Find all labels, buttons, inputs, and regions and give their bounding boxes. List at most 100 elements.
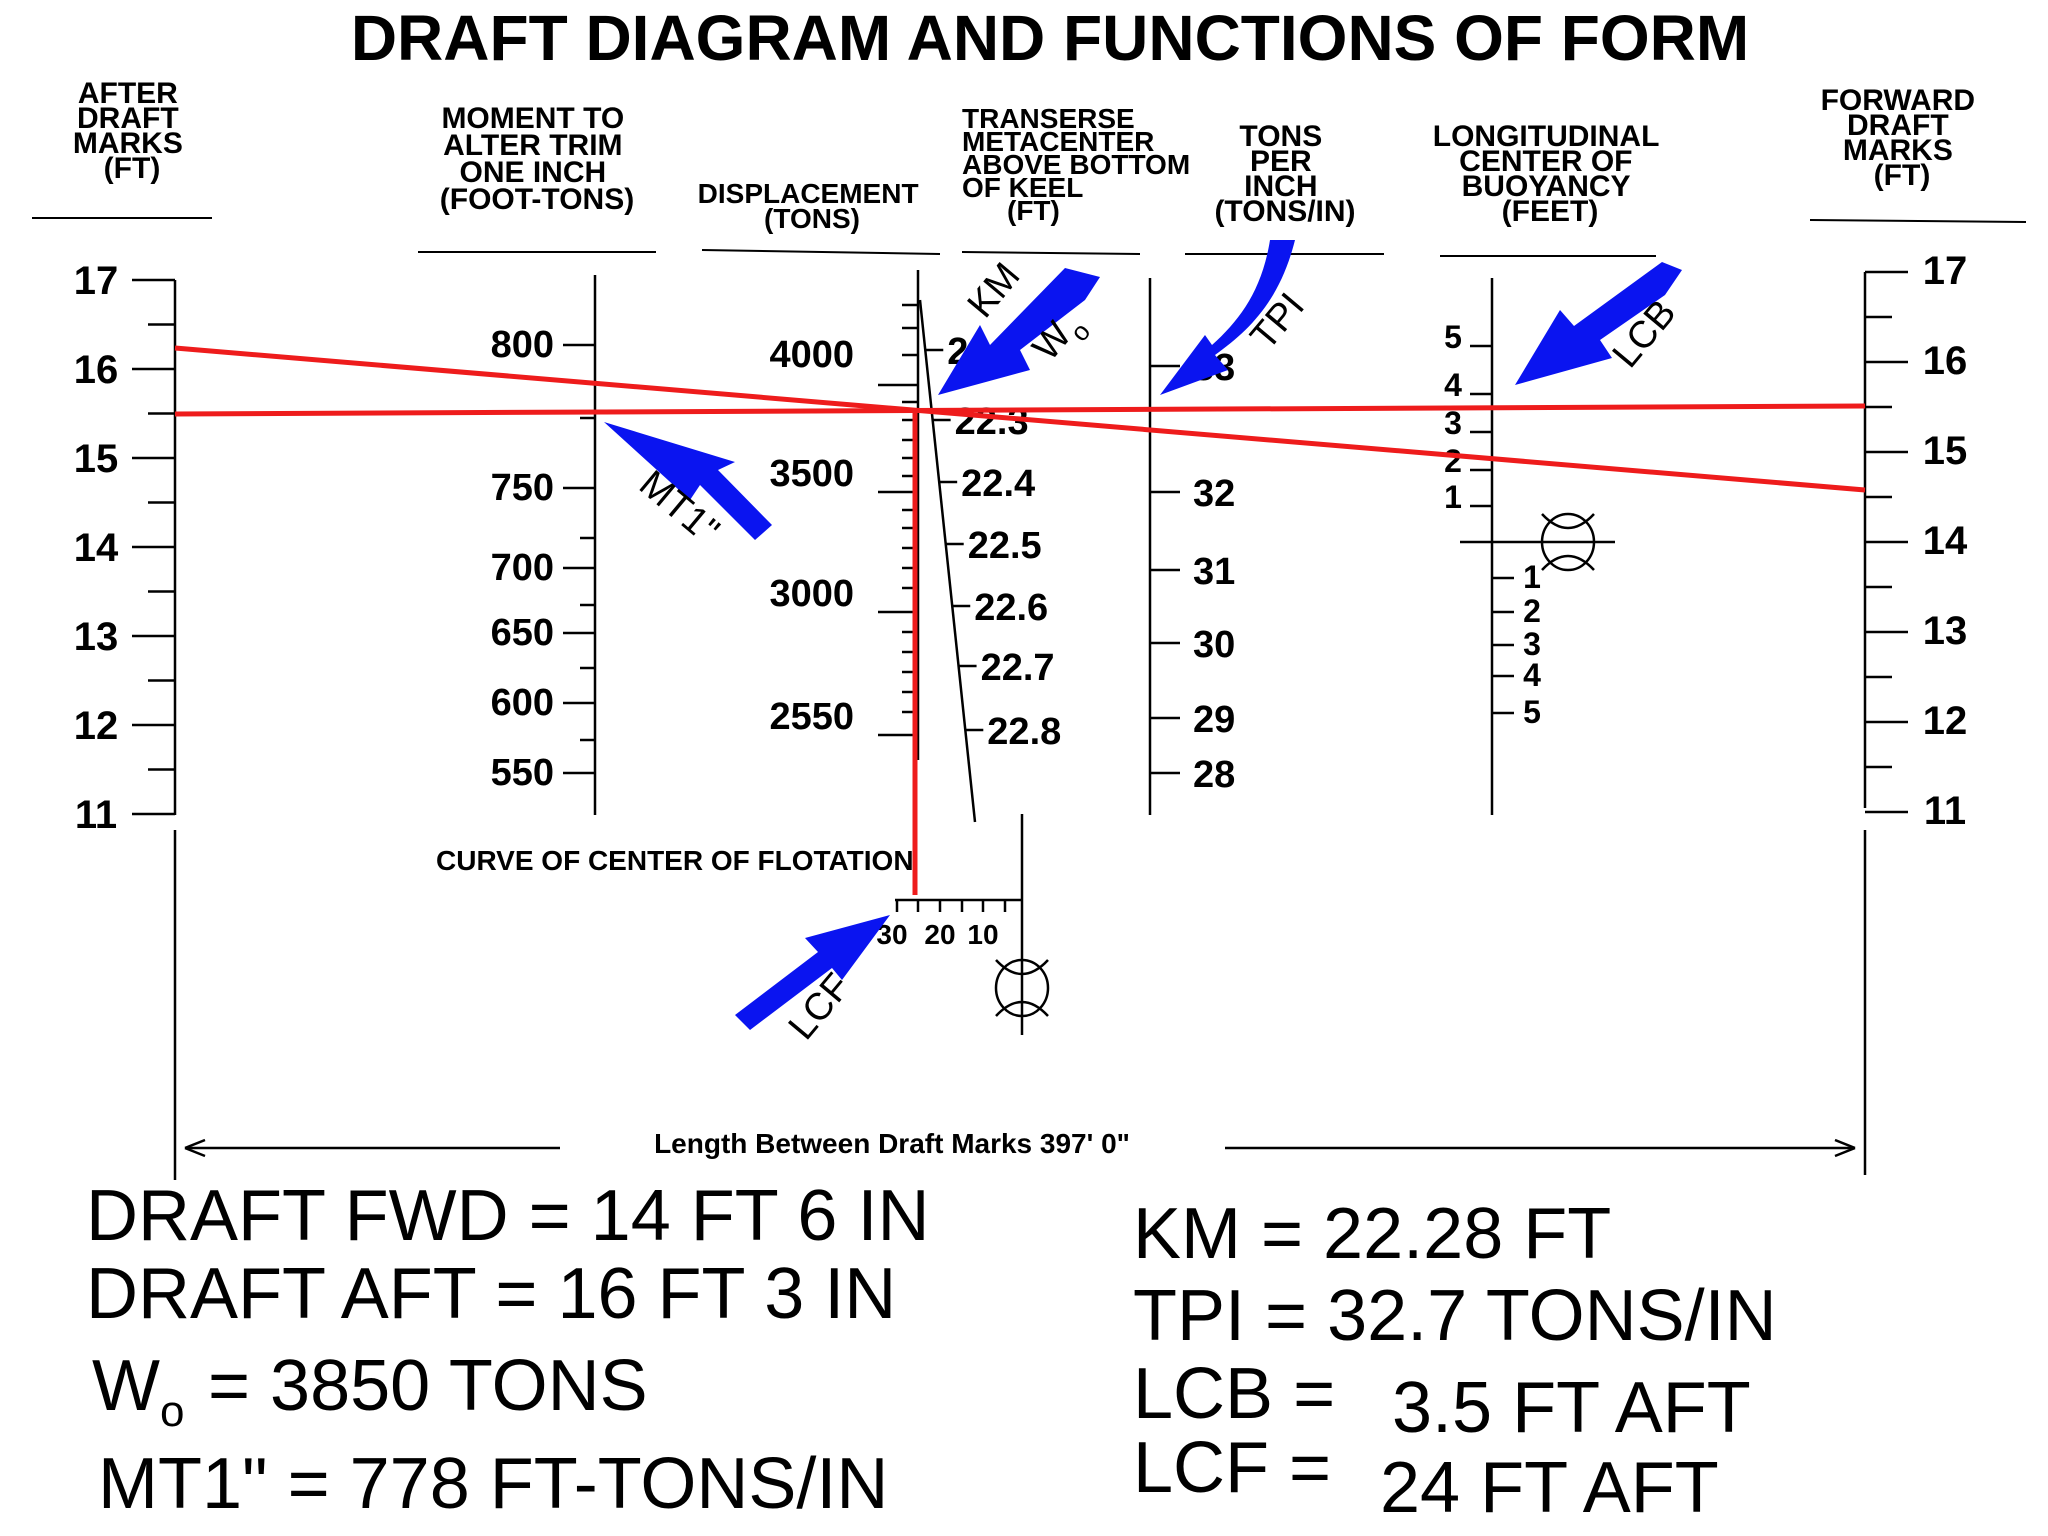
lcf-tick-label: 20 [924, 919, 955, 950]
lcb-fwd-tick-label: 5 [1444, 319, 1462, 355]
tpi-tick-label: 28 [1193, 754, 1235, 796]
mean-draft-reading-line [174, 403, 1866, 417]
header-aft-draft-line: MARKS [73, 127, 183, 160]
mt1-tick-label: 650 [491, 612, 554, 654]
result-wo-sub: o [160, 1387, 184, 1436]
tpi-tick-label: 30 [1193, 624, 1235, 666]
result-lcb-value: 3.5 FT AFT [1392, 1368, 1751, 1448]
header-fwd-draft-line: (FT) [1874, 159, 1931, 192]
km-labels: 22.222.322.422.522.622.722.8 [947, 331, 1061, 753]
aft-draft-tick-label: 12 [74, 704, 119, 748]
mt1-labels: 800 750 700 650 600 550 [491, 324, 554, 794]
result-tpi: TPI = 32.7 TONS/IN [1133, 1276, 1777, 1356]
header-mt1: MOMENT TO ALTER TRIM ONE INCH (FOOT-TONS… [440, 102, 634, 216]
aft-draft-tick-label: 15 [74, 437, 119, 481]
header-km-line: TRANSERSE [962, 103, 1135, 134]
header-km-line: ABOVE BOTTOM [962, 149, 1190, 180]
length-between-draft-marks: Length Between Draft Marks 397' 0" [654, 1128, 1130, 1159]
header-fwd-draft: FORWARD DRAFT MARKS (FT) [1821, 84, 1984, 192]
lcb-aft-tick-label: 1 [1523, 559, 1541, 595]
svg-text:LONGITUDINAL CENTER OF: LONGITUDINAL CENTER OF BUOYANCY (FEET) [1433, 120, 1667, 228]
diagram-title: DRAFT DIAGRAM AND FUNCTIONS OF FORM [351, 2, 1749, 74]
length-dimension [173, 830, 1867, 1180]
svg-text:TONS PER INCH: TONS PER INCH (TONS/IN) [1214, 120, 1355, 228]
header-lcb-line: (FEET) [1502, 195, 1599, 228]
header-aft-draft-line: (FT) [104, 152, 161, 185]
fwd-draft-tick-label: 14 [1923, 519, 1968, 563]
header-lcb: LONGITUDINAL CENTER OF BUOYANCY (FEET) [1433, 120, 1667, 228]
svg-text:TRANSERSE METACENTER: TRANSERSE METACENTER ABOVE BOTTOM OF KEE… [962, 103, 1198, 226]
header-underline [961, 251, 1141, 255]
tpi-labels: 333231302928 [1193, 347, 1235, 796]
header-underlines [32, 217, 2027, 257]
header-lcb-line: BUOYANCY [1462, 170, 1631, 203]
displacement-tick-label: 4000 [769, 334, 854, 376]
header-tpi-line: TONS [1239, 120, 1322, 153]
result-lcf-value: 24 FT AFT [1380, 1448, 1719, 1528]
tpi-tick-label: 31 [1193, 551, 1235, 593]
km-arrow [938, 268, 1100, 395]
mt1-tick-label: 550 [491, 752, 554, 794]
km-tick-label: 22.5 [968, 525, 1042, 567]
lcb-aft-tick-label: 5 [1523, 694, 1541, 730]
km-arrow-label: KM [960, 255, 1029, 326]
svg-text:FORWARD DRAFT MARK: FORWARD DRAFT MARKS (FT) [1821, 84, 1984, 192]
header-km-line: METACENTER [962, 126, 1154, 157]
fwd-draft-tick-label: 12 [1923, 699, 1968, 743]
header-km-line: OF KEEL [962, 172, 1083, 203]
aft-draft-labels: 17 16 15 14 13 12 11 [74, 259, 119, 837]
aft-draft-tick-label: 13 [74, 615, 119, 659]
header-displacement-line: DISPLACEMENT [698, 178, 919, 209]
lcb-aft-tick-label: 2 [1523, 593, 1541, 629]
lcb-arrow [1515, 262, 1682, 385]
aft-draft-tick-label: 16 [74, 348, 119, 392]
lcb-aft-tick-label: 3 [1523, 626, 1541, 662]
result-lcb-label: LCB = [1133, 1354, 1335, 1434]
lcf-arrow [735, 915, 890, 1030]
fwd-draft-tick-label: 15 [1923, 429, 1968, 473]
displacement-tick-label: 2550 [769, 696, 854, 738]
header-lcb-line: LONGITUDINAL [1433, 120, 1659, 153]
header-tpi: TONS PER INCH (TONS/IN) [1214, 120, 1355, 228]
lcf-curve-caption: CURVE OF CENTER OF FLOTATION [436, 845, 914, 876]
header-displacement-line: (TONS) [764, 203, 860, 234]
mt1-tick-label: 750 [491, 467, 554, 509]
scale-axes [132, 270, 1908, 823]
lcf-tick-label: 10 [967, 919, 998, 950]
km-tick-label: 22.4 [961, 463, 1035, 505]
mt1-arrow [604, 422, 772, 540]
lcb-fwd-tick-label: 3 [1444, 405, 1462, 441]
midship-symbol-lcf [994, 814, 1050, 1035]
lcb-fwd-tick-label: 4 [1444, 367, 1462, 403]
mt1-tick-label: 700 [491, 547, 554, 589]
header-underline [701, 249, 941, 255]
km-tick-label: 22.7 [981, 647, 1055, 689]
lcf-curve-scale [895, 898, 1022, 912]
aft-draft-tick-label: 17 [74, 259, 119, 303]
displacement-tick-label: 3000 [769, 573, 854, 615]
displacement-labels: 4000 3500 3000 2550 [769, 334, 854, 738]
result-wo: W o = 3850 TONS [92, 1346, 648, 1436]
tpi-tick-label: 29 [1193, 699, 1235, 741]
header-lcb-line: CENTER OF [1459, 145, 1632, 178]
header-mt1-line: ALTER TRIM [443, 129, 622, 162]
header-km: TRANSERSE METACENTER ABOVE BOTTOM OF KEE… [962, 103, 1198, 226]
result-wo-prefix: W [92, 1346, 160, 1426]
trim-reading-line [174, 345, 1866, 493]
svg-text:AFTER DRAFT MARKS: AFTER DRAFT MARKS (FT) [73, 77, 191, 185]
tpi-tick-label: 32 [1193, 473, 1235, 515]
km-axis [918, 299, 977, 823]
mt1-tick-label: 600 [491, 682, 554, 724]
fwd-draft-tick-label: 17 [1923, 249, 1968, 293]
displacement-tick-label: 3500 [769, 453, 854, 495]
tpi-arrow [1160, 240, 1295, 395]
header-mt1-line: ONE INCH [459, 156, 606, 189]
header-tpi-line: PER [1250, 145, 1312, 178]
result-draft-aft: DRAFT AFT = 16 FT 3 IN [86, 1254, 896, 1334]
svg-text:DISPLACEMENT (TONS): DISPLACEMENT (TONS) [698, 178, 927, 234]
fwd-draft-tick-label: 11 [1924, 789, 1966, 833]
header-mt1-line: MOMENT TO [441, 102, 624, 135]
km-tick-label: 22.8 [987, 711, 1061, 753]
